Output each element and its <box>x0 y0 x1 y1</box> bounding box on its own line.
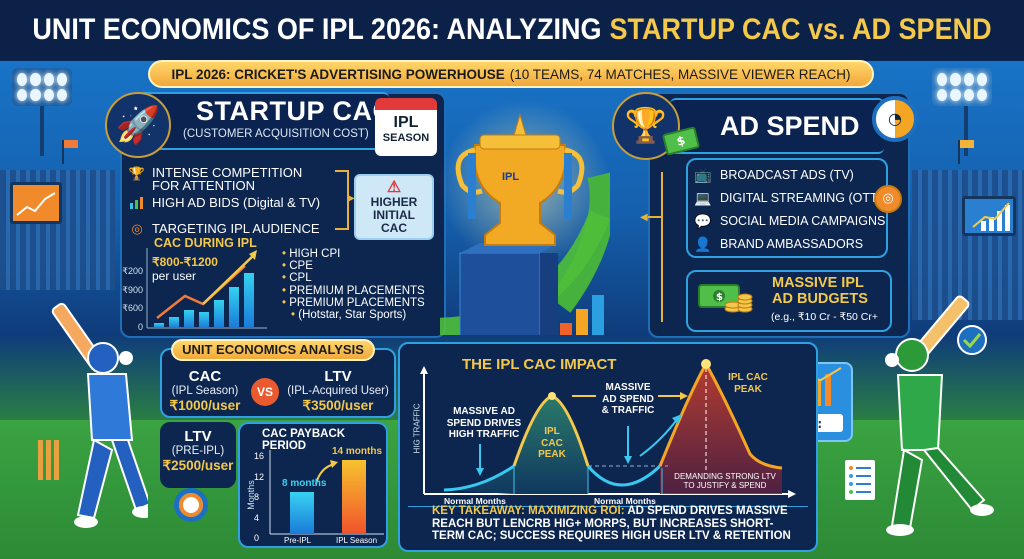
vs-badge: VS <box>251 378 279 406</box>
higher-cac-box: ⚠ HIGHER INITIAL CAC <box>354 174 434 240</box>
money-stack-icon: $ <box>697 279 753 317</box>
startup-cac-header <box>137 92 389 150</box>
cac-payback-chart: CAC PAYBACK PERIOD Months 16 12 8 4 0 8 mont… <box>238 422 388 548</box>
ad-budget-title: MASSIVE IPL AD BUDGETS <box>772 275 868 307</box>
bar-trend-chart <box>146 248 267 329</box>
batsman-green-illustration <box>862 290 1022 550</box>
subtitle-banner: IPL 2026: CRICKET'S ADVERTISING POWERHOU… <box>148 60 874 88</box>
tv-icon: 📺 <box>694 166 712 183</box>
flag-icon <box>64 140 78 148</box>
ad-channel-item: 💬 SOCIAL MEDIA CAMPAIGNS <box>694 213 885 229</box>
scoreboard-chart-icon <box>10 182 62 224</box>
factor-item: 🏆 INTENSE COMPETITION FOR ATTENTION <box>128 165 303 193</box>
y-axis-labels: ₹200 ₹900 ₹600 0 <box>122 266 143 332</box>
startup-cac-title: STARTUP CAC <box>196 96 393 126</box>
ad-spend-header <box>670 98 884 154</box>
ad-channel-item: 👤 BRAND AMBASSADORS <box>694 236 863 252</box>
batsman-blue-illustration <box>8 290 156 550</box>
annotation-cac-peak-1: IPL CAC PEAK <box>538 426 566 460</box>
cac-ipl-season: CAC (IPL Season) ₹1000/user <box>169 368 241 414</box>
ipl-cac-impact-chart: THE IPL CAC IMPACT HIG TRAFFIC MASSIVE A… <box>398 342 818 552</box>
trophy-icon: 🏆 <box>128 166 146 181</box>
checklist-icon <box>845 460 875 500</box>
floodlight-icon <box>12 68 72 106</box>
arrow-left-icon: ◀ <box>640 212 648 223</box>
key-takeaway: KEY TAKEAWAY: MAXIMIZING ROI: AD SPEND D… <box>432 505 791 542</box>
goal-target-icon <box>174 488 208 522</box>
warning-icon: ⚠ <box>386 179 402 196</box>
factor-item: HIGH AD BIDS (Digital & TV) <box>128 195 320 212</box>
right-stadium-illustration <box>912 60 1024 360</box>
target-money-icon: ◎ <box>874 185 902 213</box>
annotation-massive-ad-spend: MASSIVE AD SPEND & TRAFFIC <box>601 382 655 416</box>
ad-channels-list <box>686 158 888 258</box>
ltv-pre-ipl-box <box>160 422 236 488</box>
floodlight-icon <box>932 68 992 106</box>
page-title: UNIT ECONOMICS OF IPL 2026: ANALYZING ST… <box>0 0 1024 61</box>
y-axis-ticks: 16 12 8 4 0 <box>254 451 265 543</box>
factor-item: ◎ TARGETING IPL AUDIENCE <box>128 221 319 237</box>
ad-spend-title: AD SPEND <box>720 111 860 141</box>
ad-budget-example: (e.g., ₹10 Cr - ₹50 Cr+ <box>771 311 879 323</box>
flag-icon <box>960 140 974 148</box>
chat-icon: 💬 <box>694 212 712 229</box>
target-icon: ◎ <box>131 221 143 236</box>
ad-channel-item: 📺 BROADCAST ADS (TV) <box>694 167 854 183</box>
stopwatch-icon: ◔ <box>872 96 918 142</box>
cac-during-ipl-chart: CAC DURING IPL ₹800-₹1200 per user ₹200 ₹… <box>115 236 325 332</box>
ltv-pre-ipl: LTV (PRE-IPL) ₹2500/user <box>162 428 234 474</box>
startup-cac-subtitle: (CUSTOMER ACQUISITION COST) <box>183 128 369 140</box>
ltv-ipl-acquired: LTV (IPL-Acquired User) ₹3500/user <box>287 368 389 414</box>
unit-economics-header: UNIT ECONOMICS ANALYSIS <box>171 339 375 361</box>
rocket-icon: 🚀 <box>105 92 171 158</box>
person-icon: 👤 <box>694 235 712 252</box>
trophy-badge-icon: 🏆 <box>612 92 680 160</box>
bar-chart-icon <box>128 195 146 212</box>
calendar-icon: IPL SEASON <box>375 98 437 156</box>
annotation-ad-spend-traffic: MASSIVE AD SPEND DRIVES HIGH TRAFFIC <box>446 406 522 440</box>
annotation-demanding-ltv: DEMANDING STRONG LTV TO JUSTIFY & SPEND <box>674 472 776 490</box>
connector-line <box>661 172 663 322</box>
ad-channel-item: 💻 DIGITAL STREAMING (OTT) <box>694 190 882 206</box>
arrow-right-icon: ▶ <box>347 193 355 204</box>
svg-text:$: $ <box>716 292 723 303</box>
left-stadium-illustration <box>0 60 115 360</box>
cac-metrics-list: HIGH CPI CPE CPL PREMIUM PLACEMENTS PREM… <box>282 248 424 321</box>
scoreboard-chart-icon <box>962 196 1016 236</box>
laptop-icon: 💻 <box>694 189 712 206</box>
annotation-cac-peak-2: IPL CAC PEAK <box>728 372 768 395</box>
ipl-trophy-illustration: IPL <box>430 95 620 335</box>
bracket-connector <box>335 170 349 230</box>
